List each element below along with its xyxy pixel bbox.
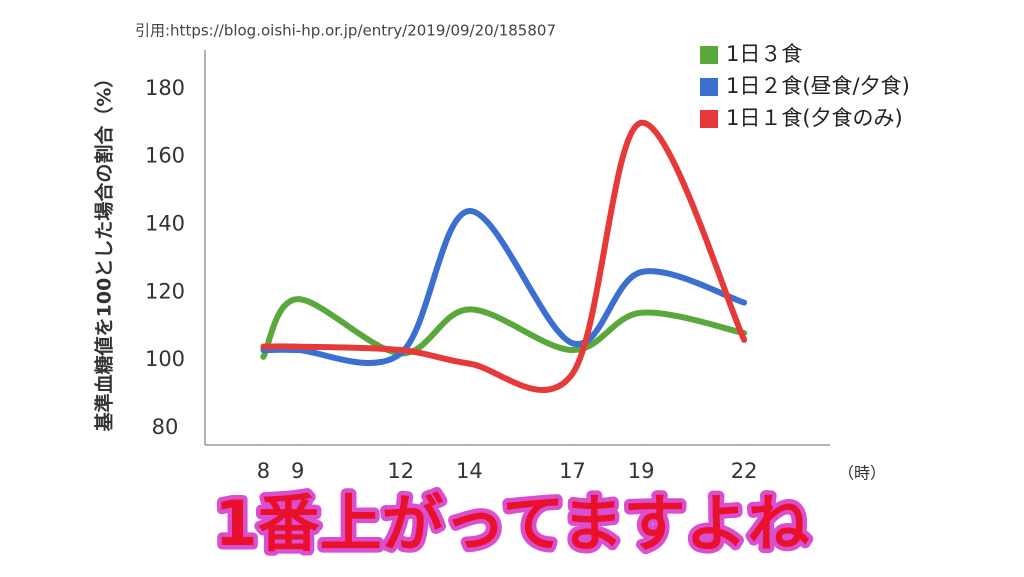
line xyxy=(260,296,748,360)
x-tick-label: 14 xyxy=(456,459,483,483)
source: 引用:https://blog.oishi-hp.or.jp/entry/201… xyxy=(135,22,556,40)
x-tick-label: 8 xyxy=(257,459,270,483)
x-tick-label: 17 xyxy=(559,459,586,483)
x-tick-label: 22 xyxy=(731,459,758,483)
y-tick-label: 80 xyxy=(152,415,179,439)
y-tick-label: 140 xyxy=(145,212,185,236)
y-tick-label: 160 xyxy=(145,144,185,168)
legend-swatch xyxy=(700,46,718,64)
line xyxy=(260,207,748,366)
x-tick-label: 9 xyxy=(291,459,304,483)
legend-swatch xyxy=(700,110,718,128)
legend-label: 1日２食(昼食/夕食) xyxy=(726,74,910,98)
x-tick-label: 12 xyxy=(387,459,414,483)
y-tick-label: 120 xyxy=(145,279,185,303)
y-tick-label: 100 xyxy=(145,347,185,371)
x-tick-label: 19 xyxy=(628,459,655,483)
legend-swatch xyxy=(700,78,718,96)
caption: 1番上がってますよね xyxy=(215,487,810,560)
legend-label: 1日３食 xyxy=(726,42,802,66)
y-axis-label: 基準血糖値を100とした場合の割合（%） xyxy=(93,69,116,433)
x-axis-label: （時） xyxy=(838,464,886,483)
y-tick-label: 180 xyxy=(145,76,185,100)
legend-label: 1日１食(夕食のみ) xyxy=(726,106,903,130)
line xyxy=(260,119,748,393)
